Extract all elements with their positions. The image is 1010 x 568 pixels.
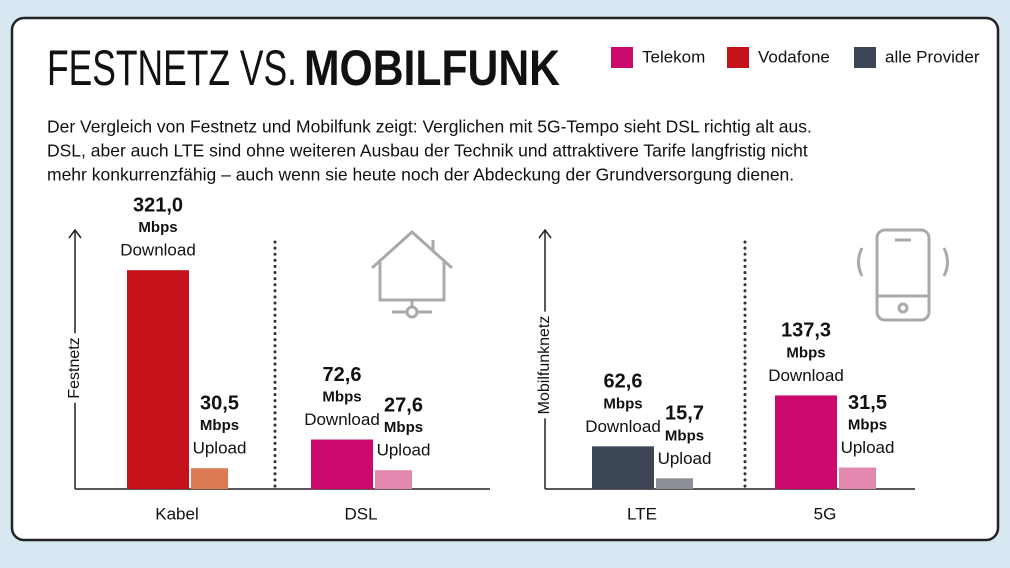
legend-swatch [611,47,633,68]
bar [311,439,373,489]
category-label: Kabel [155,504,198,523]
series-label: Upload [658,449,712,468]
axis-arrow [538,228,552,239]
legend-label: Vodafone [758,47,830,66]
series-label: Upload [193,439,247,458]
unit-label: Mbps [786,344,825,361]
card [10,16,1000,542]
value-label: 27,6 [384,394,423,416]
label-bg [534,311,556,419]
unit-label: Mbps [138,219,177,236]
bar [191,468,228,489]
title-light: FESTNETZ VS. [47,40,297,96]
description-line: mehr konkurrenzfähig – auch wenn sie heu… [47,165,794,185]
unit-label: Mbps [384,419,423,436]
value-label: 30,5 [200,392,239,414]
y-axis-label: Mobilfunknetz [536,316,553,415]
unit-label: Mbps [848,416,887,433]
legend-swatch [854,47,876,68]
unit-label: Mbps [200,417,239,434]
unit-label: Mbps [322,388,361,405]
unit-label: Mbps [665,427,704,444]
value-label: 72,6 [323,364,362,386]
y-axis-label: Festnetz [66,337,83,398]
title-bold: MOBILFUNK [304,40,560,96]
legend-label: Telekom [642,47,705,66]
series-label: Download [120,241,196,260]
axis-arrow [68,228,82,239]
phone-icon [857,228,949,322]
category-label: DSL [344,504,377,523]
value-label: 15,7 [665,403,704,425]
value-label: 62,6 [604,371,643,393]
series-label: Download [585,417,661,436]
bar [592,446,654,489]
bar [375,470,412,489]
value-label: 321,0 [133,194,183,216]
series-label: Upload [841,438,895,457]
description-line: DSL, aber auch LTE sind ohne weiteren Au… [47,141,808,161]
series-label: Download [304,410,380,429]
house-icon [370,229,454,319]
value-label: 137,3 [781,320,831,342]
legend-swatch [727,47,749,68]
series-label: Download [768,366,844,385]
bar [656,478,693,489]
value-label: 31,5 [848,392,887,414]
series-label: Upload [377,441,431,460]
label-bg [64,333,86,403]
bar [775,395,837,489]
category-label: 5G [814,504,837,523]
bar [839,467,876,489]
description-line: Der Vergleich von Festnetz und Mobilfunk… [47,117,812,137]
bar [127,270,189,489]
legend-label: alle Provider [885,47,980,66]
category-label: LTE [627,504,657,523]
unit-label: Mbps [603,395,642,412]
